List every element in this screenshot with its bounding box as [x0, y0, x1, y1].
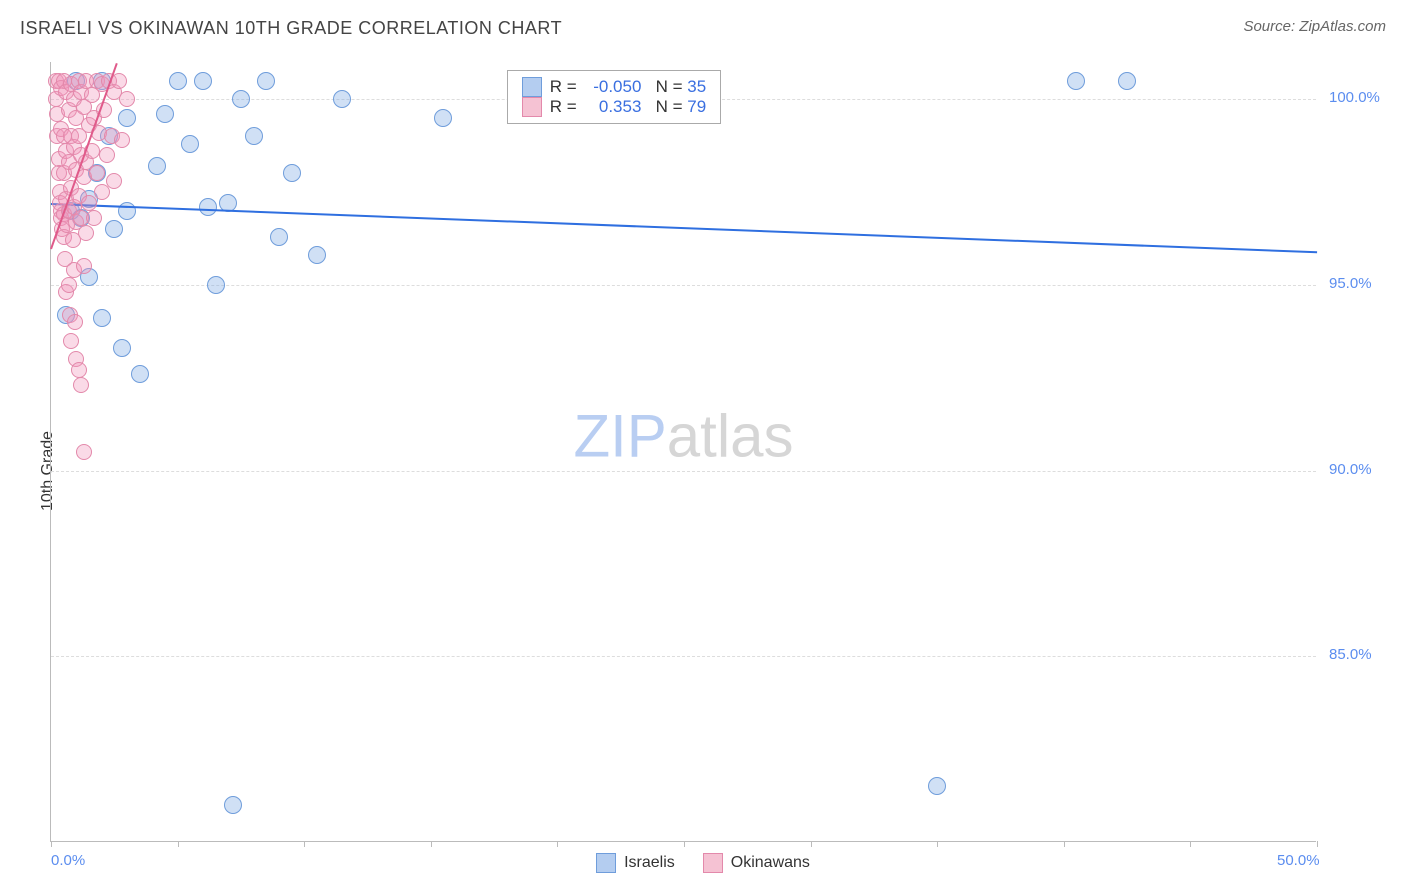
x-tick: [684, 841, 685, 847]
legend-stats-text: R = -0.050 N = 35: [550, 77, 706, 97]
x-tick: [1064, 841, 1065, 847]
legend-stats-row: R = -0.050 N = 35: [522, 77, 706, 97]
watermark: ZIPatlas: [573, 401, 793, 470]
scatter-point: [118, 109, 136, 127]
plot-area: ZIPatlas 85.0%90.0%95.0%100.0%0.0%50.0%R…: [50, 62, 1316, 842]
y-tick-label: 95.0%: [1329, 275, 1372, 292]
scatter-point: [105, 220, 123, 238]
x-tick: [811, 841, 812, 847]
scatter-point: [63, 333, 79, 349]
scatter-point: [119, 91, 135, 107]
scatter-point: [76, 258, 92, 274]
scatter-point: [245, 127, 263, 145]
scatter-point: [93, 309, 111, 327]
scatter-point: [199, 198, 217, 216]
scatter-point: [333, 90, 351, 108]
scatter-point: [194, 72, 212, 90]
scatter-point: [308, 246, 326, 264]
x-tick: [51, 841, 52, 847]
chart-title: ISRAELI VS OKINAWAN 10TH GRADE CORRELATI…: [20, 18, 562, 39]
scatter-point: [114, 132, 130, 148]
legend-stats-row: R = 0.353 N = 79: [522, 97, 706, 117]
y-tick-label: 90.0%: [1329, 461, 1372, 478]
scatter-point: [67, 314, 83, 330]
legend-item: Okinawans: [703, 853, 810, 873]
scatter-point: [106, 173, 122, 189]
scatter-point: [283, 164, 301, 182]
y-tick-label: 100.0%: [1329, 89, 1380, 106]
scatter-point: [928, 777, 946, 795]
source-label: Source: ZipAtlas.com: [1243, 18, 1386, 35]
x-tick: [304, 841, 305, 847]
x-tick: [178, 841, 179, 847]
gridline-h: [51, 656, 1316, 657]
chart-container: 10th Grade ZIPatlas 85.0%90.0%95.0%100.0…: [0, 50, 1406, 892]
legend-swatch: [596, 853, 616, 873]
legend-item: Israelis: [596, 853, 675, 873]
scatter-point: [148, 157, 166, 175]
x-tick: [937, 841, 938, 847]
x-tick: [1190, 841, 1191, 847]
scatter-point: [232, 90, 250, 108]
scatter-point: [257, 72, 275, 90]
scatter-point: [73, 377, 89, 393]
scatter-point: [131, 365, 149, 383]
legend-bottom: Israelis Okinawans: [0, 853, 1406, 878]
scatter-point: [61, 277, 77, 293]
legend-stats: R = -0.050 N = 35R = 0.353 N = 79: [507, 70, 721, 124]
legend-label: Israelis: [624, 854, 675, 872]
legend-stats-text: R = 0.353 N = 79: [550, 97, 706, 117]
scatter-point: [224, 796, 242, 814]
legend-swatch: [522, 97, 542, 117]
scatter-point: [181, 135, 199, 153]
scatter-point: [169, 72, 187, 90]
scatter-point: [118, 202, 136, 220]
scatter-point: [207, 276, 225, 294]
scatter-point: [113, 339, 131, 357]
scatter-point: [1067, 72, 1085, 90]
scatter-point: [86, 210, 102, 226]
scatter-point: [81, 195, 97, 211]
trend-line: [51, 203, 1317, 253]
legend-swatch: [703, 853, 723, 873]
scatter-point: [434, 109, 452, 127]
scatter-point: [99, 147, 115, 163]
scatter-point: [78, 225, 94, 241]
scatter-point: [71, 362, 87, 378]
x-tick: [431, 841, 432, 847]
y-tick-label: 85.0%: [1329, 646, 1372, 663]
legend-swatch: [522, 77, 542, 97]
scatter-point: [76, 444, 92, 460]
x-tick: [1317, 841, 1318, 847]
gridline-h: [51, 285, 1316, 286]
scatter-point: [1118, 72, 1136, 90]
legend-label: Okinawans: [731, 854, 810, 872]
x-tick: [557, 841, 558, 847]
scatter-point: [89, 165, 105, 181]
scatter-point: [94, 184, 110, 200]
gridline-h: [51, 471, 1316, 472]
scatter-point: [270, 228, 288, 246]
scatter-point: [156, 105, 174, 123]
